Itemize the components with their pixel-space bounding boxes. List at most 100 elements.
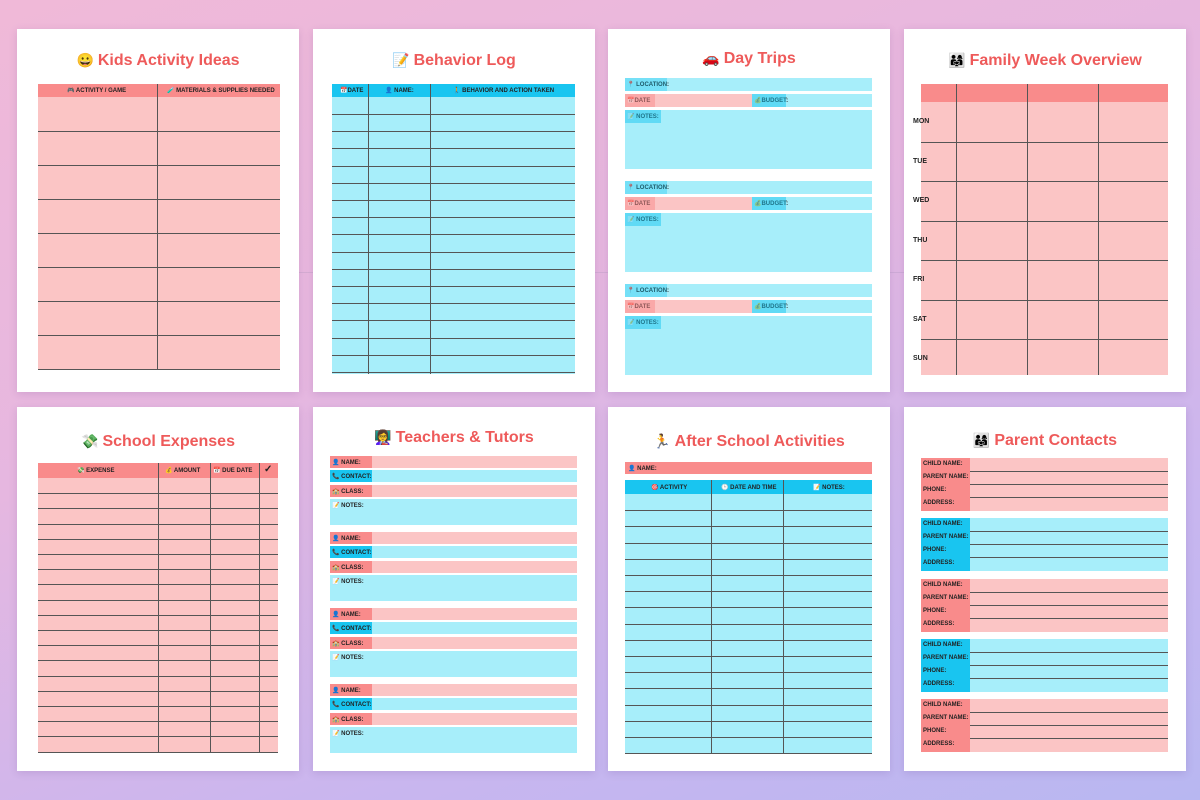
name-label: 👤 NAME:	[332, 536, 361, 542]
parent-label: PARENT NAME:	[923, 474, 969, 480]
date-field[interactable]	[625, 94, 752, 107]
class-field[interactable]	[330, 561, 577, 573]
title-text: Day Trips	[723, 50, 796, 67]
contact-field[interactable]	[330, 470, 577, 482]
class-label: 🏫 CLASS:	[332, 489, 364, 495]
behavior-log-page: 📝 Behavior Log 📅DATE 👤 NAME: 🚶 BEHAVIOR A…	[313, 29, 595, 392]
notes-field[interactable]	[330, 651, 577, 677]
row-divider	[625, 624, 872, 625]
phone-label: PHONE:	[923, 608, 947, 614]
label-cell	[330, 470, 372, 482]
address-label: ADDRESS:	[923, 500, 955, 506]
notes-field[interactable]	[625, 213, 872, 272]
row-divider	[38, 676, 278, 677]
page-title: 😀 Kids Activity Ideas	[17, 52, 299, 70]
notes-field[interactable]	[330, 499, 577, 525]
label-cell	[330, 622, 372, 634]
class-label: 🏫 CLASS:	[332, 641, 364, 647]
day-label-sun: SUN	[913, 355, 928, 362]
name-field[interactable]	[330, 532, 577, 544]
label-highlight	[625, 316, 661, 329]
title-text: Behavior Log	[413, 52, 516, 69]
contact-field[interactable]	[330, 546, 577, 558]
notes-field[interactable]	[625, 110, 872, 169]
table-header	[625, 480, 872, 494]
column-header-behavior: 🚶 BEHAVIOR AND ACTION TAKEN	[453, 88, 555, 94]
contact-field[interactable]	[330, 698, 577, 710]
kids-activity-ideas-page: 😀 Kids Activity Ideas 🎮 ACTIVITY / GAME 🧪…	[17, 29, 299, 392]
row-divider	[38, 569, 278, 570]
name-field[interactable]	[330, 456, 577, 468]
label-column	[921, 579, 970, 632]
row-divider	[332, 355, 575, 356]
location-field[interactable]	[625, 284, 872, 297]
label-highlight	[625, 110, 661, 123]
row-divider	[38, 493, 278, 494]
notes-field[interactable]	[330, 727, 577, 753]
location-field[interactable]	[625, 181, 872, 194]
day-label-sat: SAT	[913, 316, 927, 323]
row-divider	[38, 615, 278, 616]
smiley-icon: 😀	[76, 52, 94, 68]
row-divider	[38, 554, 278, 555]
school-expenses-page: 💸 School Expenses 💸 EXPENSE 💰 AMOUNT 📅 DU…	[17, 407, 299, 771]
label-cell	[330, 698, 372, 710]
label-cell	[330, 684, 372, 696]
row-divider	[625, 705, 872, 706]
row-divider	[38, 752, 278, 753]
row-divider	[38, 630, 278, 631]
name-label: 👤 NAME:	[628, 466, 657, 472]
day-label-mon: MON	[913, 118, 930, 125]
row-divider	[332, 131, 575, 132]
name-field[interactable]	[330, 608, 577, 620]
family-week-overview-page: 👨‍👩‍👧 Family Week Overview MON TUE WED THU FR…	[904, 29, 1186, 392]
row-divider	[38, 691, 278, 692]
row-divider	[625, 510, 872, 511]
family-icon: 👨‍👩‍👧	[972, 432, 991, 448]
row-divider	[921, 181, 1168, 182]
row-divider	[332, 200, 575, 201]
label-highlight	[625, 300, 655, 313]
location-label: 📍 LOCATION:	[627, 82, 670, 88]
contact-field[interactable]	[330, 622, 577, 634]
class-field[interactable]	[330, 637, 577, 649]
name-label: 👤 NAME:	[332, 460, 361, 466]
name-field[interactable]	[330, 684, 577, 696]
row-divider	[38, 508, 278, 509]
name-field[interactable]	[625, 462, 872, 474]
row-divider	[38, 645, 278, 646]
notes-field[interactable]	[330, 575, 577, 601]
page-title: 🏃 After School Activities	[608, 433, 890, 451]
row-divider	[625, 559, 872, 560]
class-field[interactable]	[330, 713, 577, 725]
date-field[interactable]	[625, 197, 752, 210]
row-divider	[970, 557, 1168, 558]
day-label-wed: WED	[913, 197, 930, 204]
label-cell	[330, 456, 372, 468]
address-label: ADDRESS:	[923, 621, 955, 627]
day-label-fri: FRI	[913, 276, 925, 283]
car-icon: 🚗	[702, 50, 720, 66]
title-text: Parent Contacts	[994, 432, 1118, 449]
notes-field[interactable]	[625, 316, 872, 375]
class-label: 🏫 CLASS:	[332, 565, 364, 571]
title-text: Family Week Overview	[969, 52, 1142, 69]
label-cell	[330, 485, 372, 497]
location-label: 📍 LOCATION:	[627, 288, 670, 294]
table-header	[332, 84, 575, 97]
parent-label: PARENT NAME:	[923, 595, 969, 601]
class-field[interactable]	[330, 485, 577, 497]
table-body[interactable]	[921, 102, 1168, 375]
day-trips-page: 🚗Day Trips 📍 LOCATION:📅DATE💰BUDGET:📝 NOT…	[608, 29, 890, 392]
row-divider	[38, 706, 278, 707]
row-divider	[332, 269, 575, 270]
column-header-expense: 💸 EXPENSE	[77, 468, 115, 474]
table-body[interactable]	[332, 97, 575, 374]
row-divider	[332, 217, 575, 218]
location-field[interactable]	[625, 78, 872, 91]
day-label-tue: TUE	[913, 158, 927, 165]
column-header-amount: 💰 AMOUNT	[165, 468, 201, 474]
date-field[interactable]	[625, 300, 752, 313]
column-header-activity: 🎮 ACTIVITY / GAME	[67, 88, 127, 94]
page-title: 📝 Behavior Log	[313, 52, 595, 70]
